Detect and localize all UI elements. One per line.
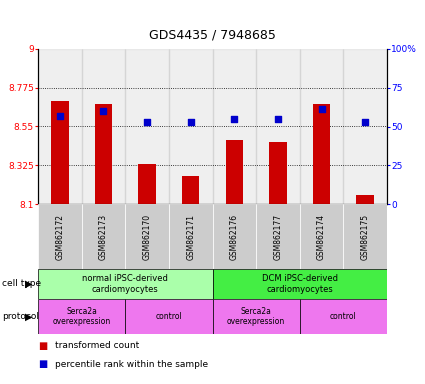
Bar xyxy=(182,176,199,204)
Bar xyxy=(300,299,387,334)
Text: DCM iPSC-derived
cardiomyocytes: DCM iPSC-derived cardiomyocytes xyxy=(262,274,338,294)
Text: normal iPSC-derived
cardiomyocytes: normal iPSC-derived cardiomyocytes xyxy=(82,274,168,294)
Text: GSM862175: GSM862175 xyxy=(361,214,370,260)
Bar xyxy=(313,104,330,204)
Bar xyxy=(226,140,243,204)
Bar xyxy=(138,164,156,204)
Bar xyxy=(125,299,212,334)
Bar xyxy=(125,49,169,204)
Bar xyxy=(38,299,125,334)
Bar xyxy=(212,49,256,204)
Bar xyxy=(343,49,387,204)
Text: ■: ■ xyxy=(38,341,47,351)
Bar xyxy=(300,204,343,269)
Text: ■: ■ xyxy=(38,359,47,369)
Point xyxy=(57,113,63,119)
Text: control: control xyxy=(330,312,357,321)
Point xyxy=(187,119,194,125)
Text: Serca2a
overexpression: Serca2a overexpression xyxy=(53,307,111,326)
Point xyxy=(362,119,368,125)
Point xyxy=(275,116,281,122)
Bar xyxy=(82,49,125,204)
Point xyxy=(318,106,325,113)
Text: GSM862172: GSM862172 xyxy=(55,214,64,260)
Text: ▶: ▶ xyxy=(25,279,32,289)
Text: GSM862170: GSM862170 xyxy=(142,214,152,260)
Bar xyxy=(51,101,68,204)
Text: GSM862171: GSM862171 xyxy=(186,214,195,260)
Text: cell type: cell type xyxy=(2,280,41,288)
Text: percentile rank within the sample: percentile rank within the sample xyxy=(55,360,208,369)
Bar xyxy=(38,204,82,269)
Point xyxy=(100,108,107,114)
Bar xyxy=(38,49,82,204)
Bar xyxy=(343,204,387,269)
Text: control: control xyxy=(156,312,182,321)
Point xyxy=(231,116,238,122)
Bar xyxy=(169,204,212,269)
Text: Serca2a
overexpression: Serca2a overexpression xyxy=(227,307,285,326)
Text: GSM862177: GSM862177 xyxy=(273,214,283,260)
Bar xyxy=(212,269,387,299)
Text: transformed count: transformed count xyxy=(55,341,139,350)
Bar xyxy=(269,142,286,204)
Bar xyxy=(256,49,300,204)
Bar xyxy=(212,204,256,269)
Text: GSM862173: GSM862173 xyxy=(99,214,108,260)
Text: GDS4435 / 7948685: GDS4435 / 7948685 xyxy=(149,28,276,41)
Point xyxy=(144,119,150,125)
Bar xyxy=(95,104,112,204)
Text: GSM862174: GSM862174 xyxy=(317,214,326,260)
Bar xyxy=(357,195,374,204)
Bar xyxy=(38,269,212,299)
Bar xyxy=(169,49,212,204)
Bar xyxy=(125,204,169,269)
Text: GSM862176: GSM862176 xyxy=(230,214,239,260)
Bar xyxy=(256,204,300,269)
Text: protocol: protocol xyxy=(2,312,39,321)
Bar xyxy=(212,299,300,334)
Text: ▶: ▶ xyxy=(25,311,32,321)
Bar xyxy=(82,204,125,269)
Bar xyxy=(300,49,343,204)
